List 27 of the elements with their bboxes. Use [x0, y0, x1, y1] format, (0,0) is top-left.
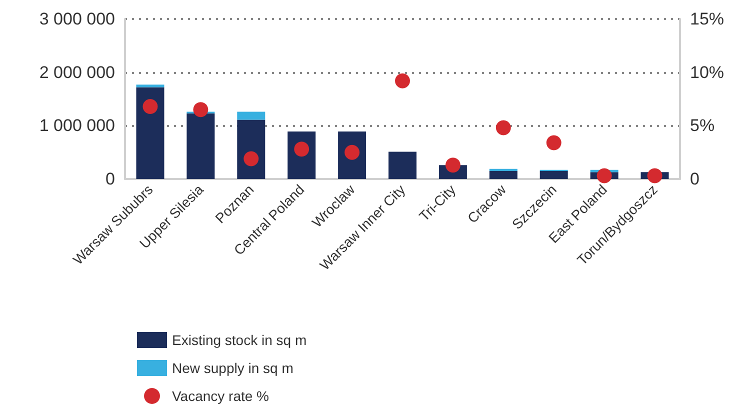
y2-tick-label: 5%	[690, 116, 715, 136]
point	[193, 102, 208, 118]
y-tick-label: 2 000 000	[39, 62, 115, 82]
bar	[388, 152, 416, 179]
y-tick-label: 0	[106, 170, 115, 188]
point	[496, 120, 511, 136]
point	[142, 98, 158, 114]
y2-tick-label: 15%	[690, 10, 724, 28]
bar	[489, 171, 518, 179]
bar	[237, 112, 266, 120]
point	[244, 151, 259, 166]
legend-label: New supply in sq m	[172, 360, 294, 376]
point	[596, 168, 612, 184]
point	[445, 158, 460, 173]
y-tick-label: 3 000 000	[39, 10, 115, 28]
bar	[136, 84, 164, 88]
legend-label: Vacancy rate %	[172, 388, 270, 404]
bar	[186, 113, 215, 179]
point	[395, 73, 410, 88]
legend-label: Existing stock in sq m	[172, 332, 307, 348]
bar	[136, 87, 164, 179]
y2-tick-label: 0	[690, 170, 700, 188]
bar	[540, 171, 568, 179]
y-tick-label: 1 000 000	[39, 116, 115, 136]
point	[546, 135, 562, 150]
point	[647, 168, 662, 184]
y2-tick-label: 10%	[690, 62, 724, 82]
